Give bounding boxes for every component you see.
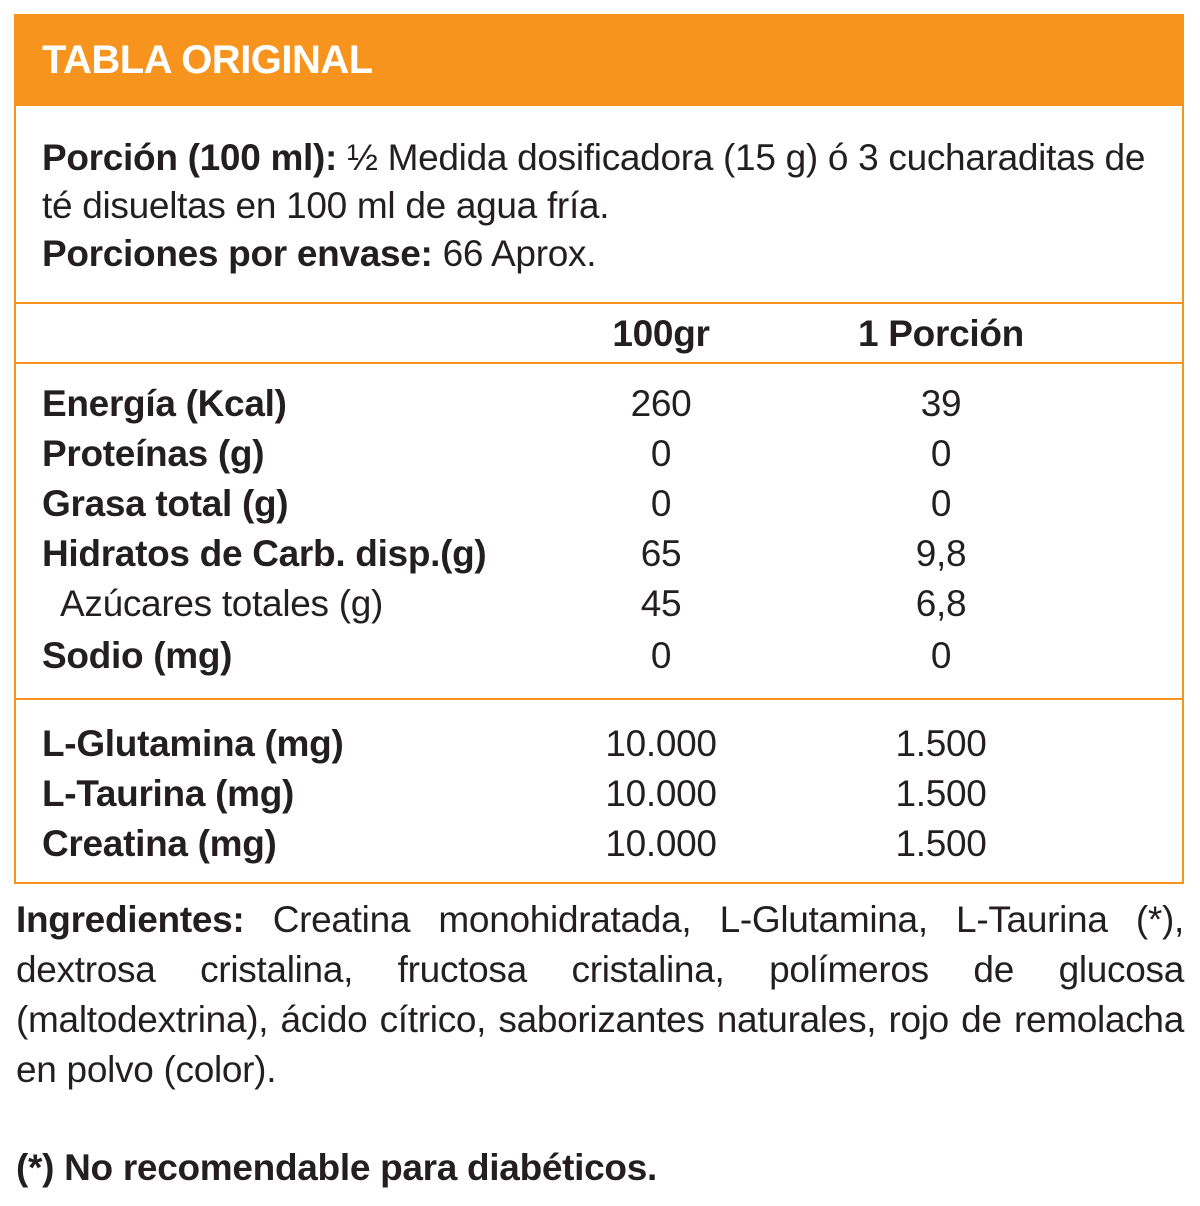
servings-text: 66 Aprox. <box>442 233 597 274</box>
supplement-name: L-Taurina (mg) <box>42 773 295 814</box>
nutrient-value-portion: 0 <box>930 635 952 676</box>
diabetic-warning: (*) No recomendable para diabéticos. <box>16 1147 657 1188</box>
nutrient-value-100g: 260 <box>630 383 692 424</box>
column-header-portion: 1 Porción <box>858 313 1024 354</box>
nutrition-table: TABLA ORIGINAL Porción (100 ml): ½ Medid… <box>14 14 1184 884</box>
ingredients-label: Ingredientes: <box>16 899 245 940</box>
nutrient-name: Hidratos de Carb. disp.(g) <box>42 533 487 574</box>
supplement-value-portion: 1.500 <box>895 773 987 814</box>
nutrient-value-portion: 0 <box>930 483 952 524</box>
portion-text: ½ Medida dosificadora (15 g) ó 3 cuchara… <box>42 137 1146 226</box>
nutrient-value-portion: 0 <box>930 433 952 474</box>
column-header-100g: 100gr <box>612 313 710 354</box>
portion-label: Porción (100 ml): <box>42 137 338 178</box>
nutrient-sub-name: Azúcares totales (g) <box>60 583 384 624</box>
nutrient-name: Energía (Kcal) <box>42 383 287 424</box>
ingredients-text: Creatina monohidratada, L-Glutamina, L-T… <box>16 899 1184 1090</box>
supplement-value-portion: 1.500 <box>895 723 987 764</box>
supplement-name: L-Glutamina (mg) <box>42 723 344 764</box>
nutrient-name: Grasa total (g) <box>42 483 289 524</box>
supplement-name: Creatina (mg) <box>42 823 277 864</box>
ingredients-paragraph: Ingredientes: Creatina monohidratada, L-… <box>16 895 1184 1095</box>
supplement-value-100g: 10.000 <box>605 773 717 814</box>
nutrient-value-100g: 0 <box>650 635 672 676</box>
nutrient-value-100g: 65 <box>640 533 682 574</box>
nutrient-value-portion: 6,8 <box>915 583 967 624</box>
serving-info: Porción (100 ml): ½ Medida dosificadora … <box>42 134 1172 278</box>
supplement-value-100g: 10.000 <box>605 823 717 864</box>
nutrient-value-100g: 0 <box>650 483 672 524</box>
nutrient-value-portion: 39 <box>920 383 962 424</box>
divider-supplements <box>16 698 1182 700</box>
nutrient-value-100g: 45 <box>640 583 682 624</box>
supplement-value-portion: 1.500 <box>895 823 987 864</box>
servings-label: Porciones por envase: <box>42 233 433 274</box>
supplement-value-100g: 10.000 <box>605 723 717 764</box>
nutrient-value-portion: 9,8 <box>915 533 967 574</box>
table-title: TABLA ORIGINAL <box>42 38 373 82</box>
divider-serving <box>16 302 1182 304</box>
table-header-bar: TABLA ORIGINAL <box>16 16 1182 106</box>
nutrient-value-100g: 0 <box>650 433 672 474</box>
nutrient-name: Sodio (mg) <box>42 635 233 676</box>
divider-columns <box>16 362 1182 364</box>
nutrient-name: Proteínas (g) <box>42 433 265 474</box>
